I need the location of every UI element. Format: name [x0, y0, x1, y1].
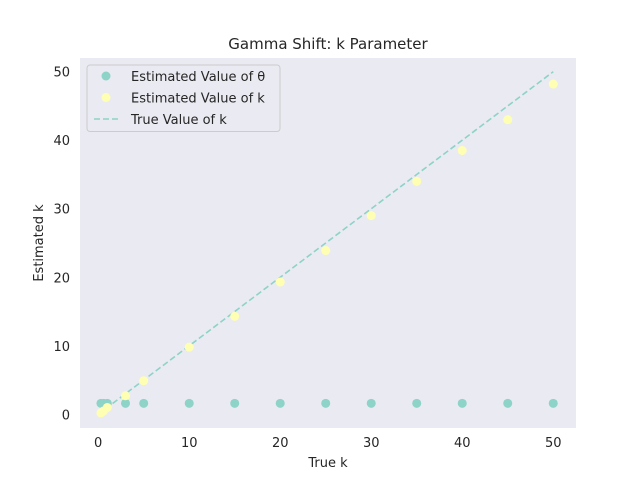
legend-label-estimated-value-of: Estimated Value of θ	[131, 70, 265, 85]
estimated-value-of-k-point	[503, 115, 513, 125]
estimated-value-of-point	[412, 398, 422, 408]
x-axis-label: True k	[307, 456, 348, 471]
legend-label-estimated-value-of-k: Estimated Value of k	[131, 92, 265, 107]
estimated-value-of-k-point	[366, 211, 376, 221]
estimated-value-of-point	[230, 398, 240, 408]
x-tick-label: 0	[94, 436, 102, 451]
estimated-value-of-k-point	[321, 246, 331, 256]
x-tick-label: 30	[363, 436, 380, 451]
y-tick-label: 20	[53, 271, 70, 286]
y-tick-label: 0	[62, 408, 70, 423]
legend: Estimated Value of θ Estimated Value of k…	[86, 64, 281, 132]
y-tick-label: 30	[53, 203, 70, 218]
x-tick-label: 40	[454, 436, 471, 451]
estimated-value-of-k-point	[102, 402, 112, 412]
estimated-value-of-k-point	[457, 146, 467, 155]
estimated-value-of-k-point	[139, 376, 149, 386]
estimated-value-of-point	[139, 398, 149, 408]
estimated-value-of-k-point	[548, 79, 558, 89]
estimated-value-of-point	[457, 398, 467, 408]
estimated-value-of-k-point	[230, 311, 240, 321]
chart-marks	[96, 71, 558, 418]
y-axis-label: Estimated k	[32, 204, 47, 282]
estimated-value-of-k-point	[275, 277, 285, 287]
estimated-value-of-k-point	[121, 391, 131, 401]
y-tick-label: 40	[53, 134, 70, 149]
estimated-value-of-point	[184, 398, 194, 408]
y-tick-label: 50	[53, 66, 70, 81]
estimated-value-of-k-point	[412, 176, 422, 186]
legend-swatch-estimated-value-of-k	[101, 93, 111, 102]
estimated-value-of-point	[503, 398, 513, 408]
chart-title: Gamma Shift: k Parameter	[228, 35, 428, 53]
x-axis-ticks: 0 10 20 30 40 50	[94, 436, 561, 451]
y-axis-ticks: 0 10 20 30 40 50	[53, 66, 70, 424]
x-tick-label: 10	[181, 436, 198, 451]
estimated-value-of-point	[121, 398, 131, 408]
legend-box	[86, 64, 281, 132]
y-tick-label: 10	[53, 340, 70, 355]
true-value-of-k-line	[97, 71, 554, 415]
estimated-value-of-point	[275, 398, 285, 408]
legend-label-true-value-of-k: True Value of k	[130, 113, 227, 128]
estimated-value-of-k-point	[184, 342, 194, 352]
x-tick-label: 50	[545, 436, 562, 451]
estimated-value-of-point	[321, 398, 331, 408]
legend-swatch-estimated-value-of	[101, 71, 111, 81]
estimated-value-of-point	[366, 398, 376, 408]
estimated-value-of-point	[548, 398, 558, 408]
x-tick-label: 20	[272, 436, 289, 451]
